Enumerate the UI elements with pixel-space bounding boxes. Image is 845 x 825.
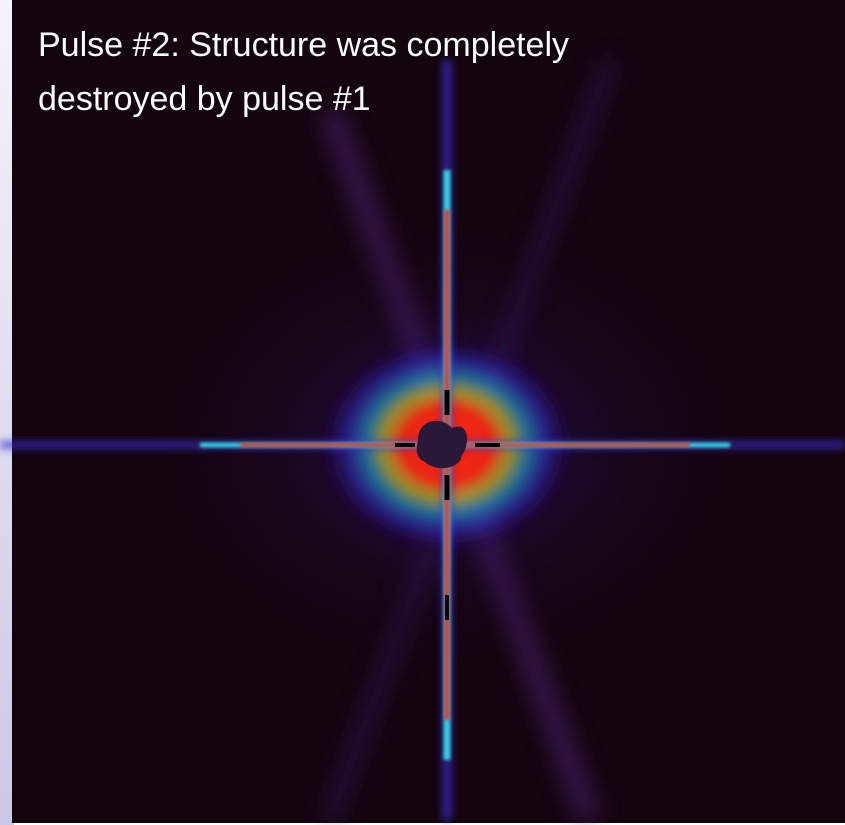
caption: Pulse #2: Structure was completely destr… bbox=[38, 18, 569, 126]
core-dark bbox=[395, 390, 500, 620]
caption-line: Pulse #2: Structure was completely bbox=[38, 26, 570, 64]
side-strip bbox=[0, 0, 14, 825]
caption-line: destroyed by pulse #1 bbox=[38, 80, 371, 118]
